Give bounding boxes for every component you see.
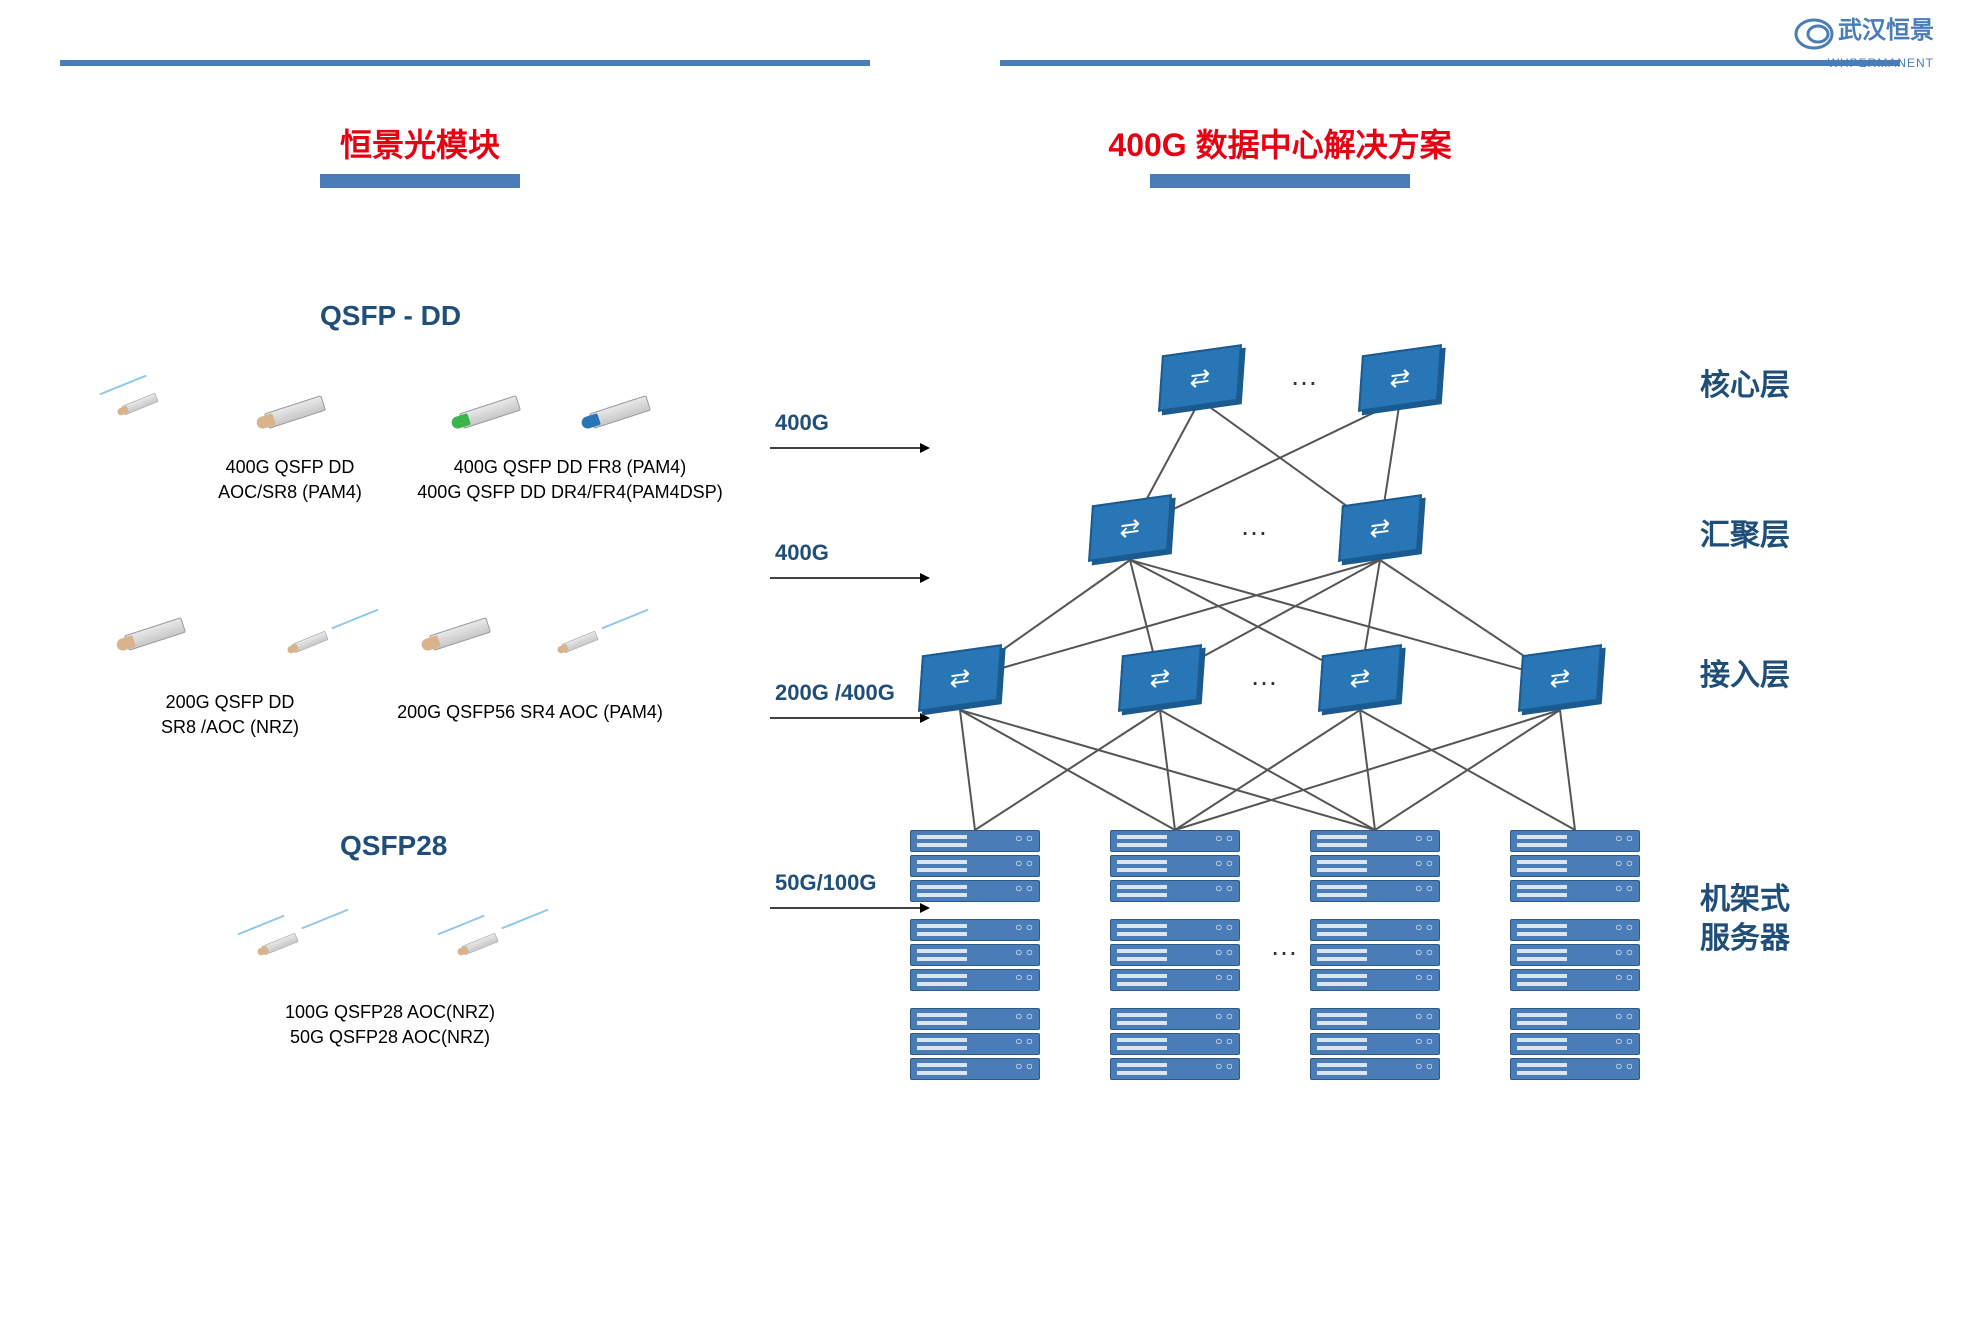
rack-dots: … [1270,930,1298,962]
xcvr-100g-aoc-icon [255,927,306,961]
xcvr-400g-sr8-icon [253,386,338,437]
agg-switch-2 [1338,494,1422,562]
label-200g-sr8: 200G QSFP DD SR8 /AOC (NRZ) [130,690,330,740]
label-400g-fr8-dr4: 400G QSFP DD FR8 (PAM4) 400G QSFP DD DR4… [400,455,740,505]
label-200g-qsfp56: 200G QSFP56 SR4 AOC (PAM4) [380,700,680,725]
agg-dots: … [1240,510,1268,542]
fiber-icon-2 [331,609,378,630]
qsfp28-heading: QSFP28 [340,830,447,862]
xcvr-200g-aoc-cable-icon [285,625,336,659]
xcvr-200g-sr8-icon [113,608,198,659]
brand-name-cn: 武汉恒景 [1838,17,1934,44]
logo-swirl-icon [1794,14,1834,54]
brand-name-en: WHPERMANENT [1828,56,1934,70]
right-title-underline [1150,174,1410,188]
label-400g-aoc-sr8: 400G QSFP DD AOC/SR8 (PAM4) [180,455,400,505]
access-switch-3 [1318,644,1402,712]
access-switch-1 [918,644,1002,712]
access-switch-4 [1518,644,1602,712]
label-qsfp28: 100G QSFP28 AOC(NRZ) 50G QSFP28 AOC(NRZ) [240,1000,540,1050]
top-bar-left [60,60,870,66]
agg-switch-1 [1088,494,1172,562]
right-title-text: 400G 数据中心解决方案 [1108,127,1451,163]
network-diagram: … … … … [820,320,1920,1130]
xcvr-50g-aoc-icon [455,927,506,961]
fiber-icon-4 [237,915,284,936]
top-bar-right [1000,60,1900,66]
fiber-icon-3 [601,609,648,630]
access-switch-2 [1118,644,1202,712]
rack-2 [1110,830,1240,1083]
fiber-icon-5b [501,909,548,930]
core-switch-1 [1158,344,1242,412]
fiber-icon [99,375,146,396]
brand-logo: 武汉恒景 WHPERMANENT [1794,10,1934,72]
xcvr-aoc-cable-icon [115,387,166,421]
xcvr-qsfp56-aoc-cable-icon [555,625,606,659]
rack-1 [910,830,1040,1083]
rack-3 [1310,830,1440,1083]
right-section-title: 400G 数据中心解决方案 [1030,120,1530,188]
core-dots: … [1290,360,1318,392]
qsfp-dd-heading: QSFP - DD [320,300,461,332]
xcvr-400g-fr8-icon [448,386,533,437]
left-section-title: 恒景光模块 [280,120,560,188]
xcvr-200g-qsfp56-icon [418,608,503,659]
fiber-icon-5 [437,915,484,936]
fiber-icon-4b [301,909,348,930]
left-title-text: 恒景光模块 [340,127,500,163]
left-title-underline [320,174,520,188]
xcvr-400g-dr4-icon [578,386,663,437]
access-dots: … [1250,660,1278,692]
rack-4 [1510,830,1640,1083]
core-switch-2 [1358,344,1442,412]
